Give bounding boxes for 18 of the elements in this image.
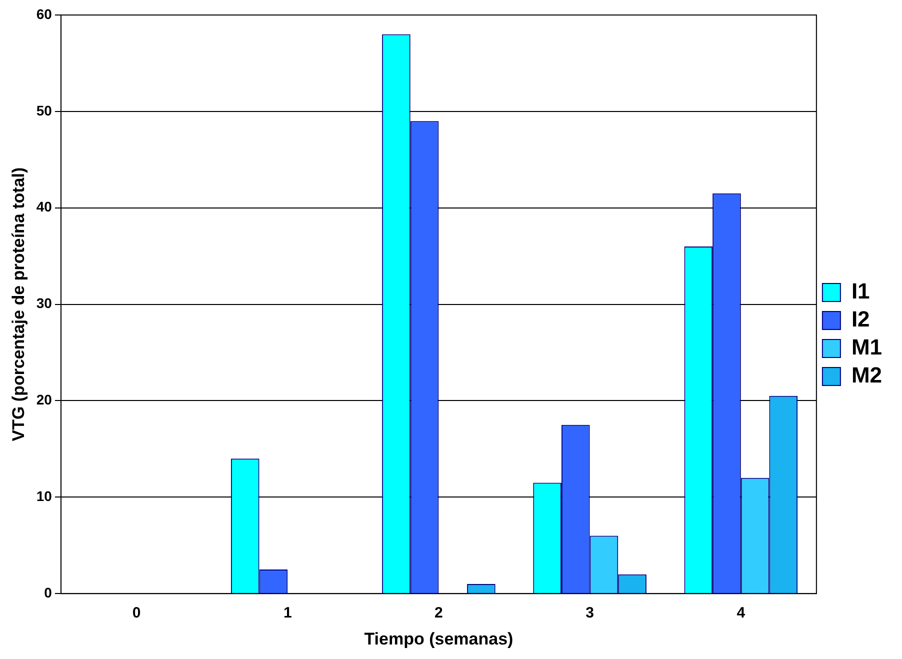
y-tick-label: 60: [36, 6, 52, 22]
x-tick-label: 2: [434, 604, 443, 622]
x-tick-label: 0: [132, 604, 141, 622]
x-tick-label: 4: [736, 604, 746, 622]
legend-label: M1: [851, 334, 882, 360]
legend-label: M2: [851, 362, 882, 388]
x-tick-label: 1: [283, 604, 292, 622]
y-tick-label: 10: [36, 488, 52, 504]
legend-label: I1: [851, 278, 870, 304]
y-tick-label: 30: [36, 295, 52, 312]
y-tick-label: 20: [36, 392, 52, 408]
y-tick-label: 0: [44, 584, 52, 600]
y-axis-title: VTG (porcentaje de proteína total): [8, 167, 28, 442]
legend-label: I2: [851, 306, 870, 332]
y-tick-label: 40: [36, 198, 52, 215]
y-tick-label: 50: [36, 102, 52, 118]
x-axis-title: Tiempo (semanas): [364, 629, 514, 648]
x-tick-label: 3: [586, 604, 594, 622]
